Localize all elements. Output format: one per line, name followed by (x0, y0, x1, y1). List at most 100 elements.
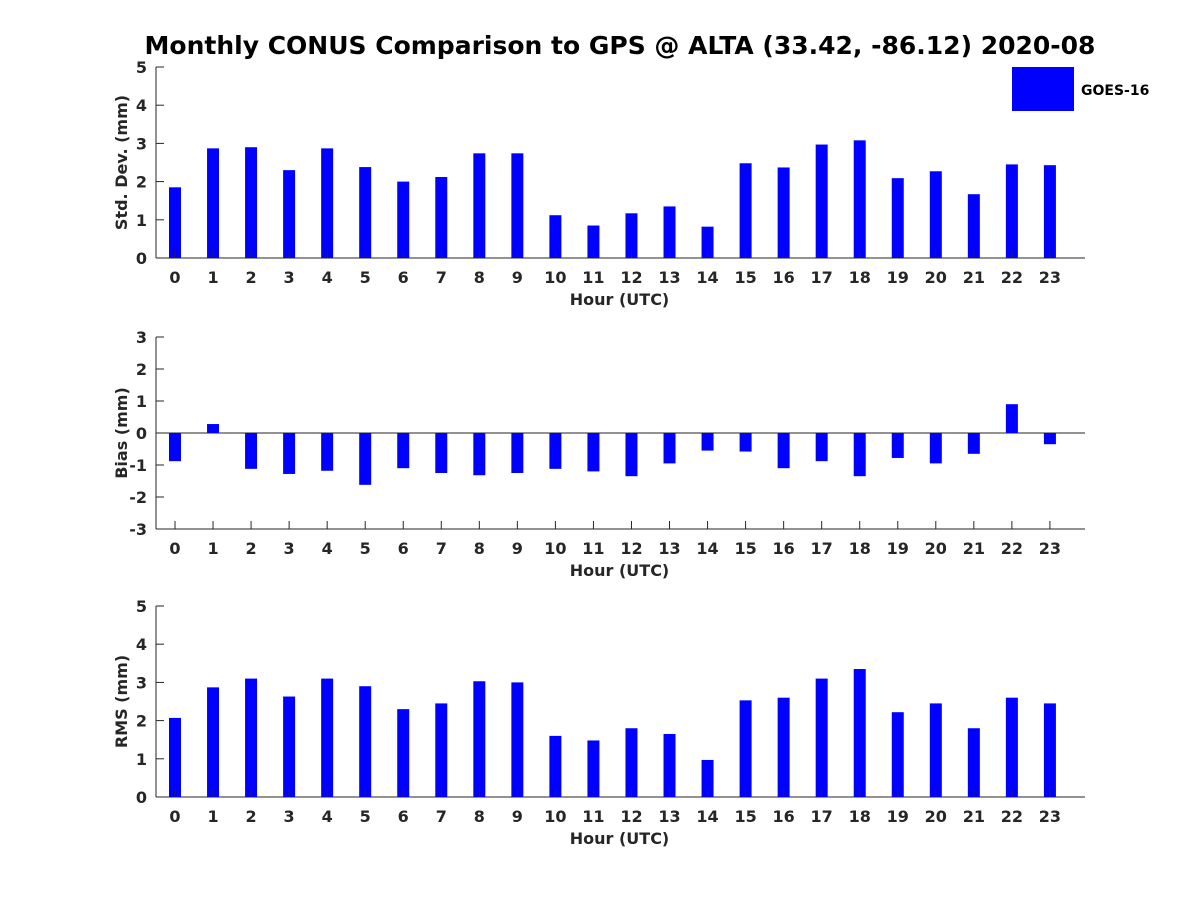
bar-std-dev-2 (245, 147, 258, 258)
bar-std-dev-14 (701, 226, 714, 258)
bar-bias-14 (701, 433, 714, 451)
y-axis-label: Std. Dev. (mm) (112, 95, 131, 230)
bar-std-dev-16 (777, 167, 790, 258)
bar-rms-2 (245, 678, 258, 797)
bar-rms-7 (435, 703, 448, 797)
legend: GOES-16 (1012, 67, 1149, 111)
x-axis-label: Hour (UTC) (570, 561, 670, 580)
x-tick-label: 18 (849, 539, 871, 558)
x-tick-label: 2 (246, 807, 257, 826)
bar-rms-21 (967, 728, 980, 797)
bar-std-dev-11 (587, 225, 600, 258)
y-tick-label: 0 (136, 249, 147, 268)
bar-bias-6 (397, 433, 410, 469)
bar-bias-8 (473, 433, 486, 476)
x-tick-label: 1 (207, 807, 218, 826)
bar-bias-13 (663, 433, 676, 464)
bar-std-dev-3 (283, 170, 296, 258)
y-tick-label: 0 (136, 788, 147, 807)
x-tick-label: 14 (696, 539, 718, 558)
x-tick-label: 8 (474, 807, 485, 826)
x-tick-label: 0 (169, 807, 180, 826)
y-tick-label: 3 (136, 328, 147, 347)
y-tick-label: 1 (136, 750, 147, 769)
bar-bias-5 (359, 433, 372, 485)
x-tick-label: 6 (398, 539, 409, 558)
bar-bias-0 (169, 433, 181, 462)
y-tick-label: 1 (136, 392, 147, 411)
y-tick-label: 2 (136, 360, 147, 379)
y-tick-label: 3 (136, 134, 147, 153)
bar-rms-0 (169, 717, 181, 797)
x-tick-label: 15 (734, 539, 756, 558)
x-axis-label: Hour (UTC) (570, 290, 670, 309)
x-tick-label: 10 (544, 268, 566, 287)
x-tick-label: 5 (360, 807, 371, 826)
x-tick-label: 2 (246, 268, 257, 287)
bar-bias-15 (739, 433, 752, 452)
x-axis-label: Hour (UTC) (570, 829, 670, 848)
bar-rms-19 (891, 712, 904, 797)
bar-rms-5 (359, 686, 372, 797)
bar-rms-23 (1043, 703, 1056, 797)
y-tick-label: 2 (136, 173, 147, 192)
bar-rms-1 (207, 687, 220, 797)
x-tick-label: 1 (207, 268, 218, 287)
x-tick-label: 11 (582, 268, 604, 287)
x-tick-label: 3 (284, 268, 295, 287)
bar-std-dev-9 (511, 153, 524, 258)
x-tick-label: 2 (246, 539, 257, 558)
x-tick-label: 13 (658, 539, 680, 558)
bar-rms-15 (739, 700, 752, 797)
bar-bias-1 (207, 424, 220, 433)
x-tick-label: 13 (658, 268, 680, 287)
x-tick-label: 11 (582, 539, 604, 558)
bar-rms-17 (815, 678, 828, 797)
bar-bias-9 (511, 433, 524, 473)
bar-rms-9 (511, 682, 524, 797)
bar-bias-17 (815, 433, 828, 462)
bar-bias-7 (435, 433, 448, 473)
x-tick-label: 18 (849, 807, 871, 826)
bar-bias-18 (853, 433, 866, 477)
x-tick-label: 21 (963, 807, 985, 826)
bar-std-dev-19 (891, 178, 904, 258)
x-tick-label: 4 (322, 268, 333, 287)
x-tick-label: 22 (1001, 807, 1023, 826)
x-tick-label: 8 (474, 539, 485, 558)
bar-std-dev-8 (473, 153, 486, 258)
bar-std-dev-18 (853, 140, 866, 258)
bar-bias-21 (967, 433, 980, 454)
x-tick-label: 9 (512, 807, 523, 826)
bar-bias-19 (891, 433, 904, 458)
x-tick-label: 12 (620, 807, 642, 826)
x-tick-label: 15 (734, 268, 756, 287)
x-tick-label: 12 (620, 539, 642, 558)
x-tick-label: 7 (436, 268, 447, 287)
x-tick-label: 8 (474, 268, 485, 287)
x-tick-label: 9 (512, 268, 523, 287)
bar-rms-3 (283, 696, 296, 797)
x-tick-label: 4 (322, 539, 333, 558)
x-tick-label: 19 (887, 268, 909, 287)
bar-std-dev-10 (549, 215, 562, 258)
x-tick-label: 12 (620, 268, 642, 287)
legend-swatch (1012, 67, 1074, 111)
x-tick-label: 20 (925, 268, 947, 287)
y-tick-label: 2 (136, 712, 147, 731)
y-axis-label: Bias (mm) (112, 387, 131, 479)
x-tick-label: 0 (169, 539, 180, 558)
x-tick-label: 0 (169, 268, 180, 287)
x-tick-label: 14 (696, 268, 718, 287)
x-tick-label: 23 (1039, 268, 1061, 287)
x-tick-label: 7 (436, 807, 447, 826)
x-tick-label: 5 (360, 268, 371, 287)
bar-bias-11 (587, 433, 600, 472)
bar-rms-18 (853, 669, 866, 797)
bar-std-dev-6 (397, 181, 410, 258)
x-tick-label: 22 (1001, 268, 1023, 287)
bar-bias-2 (245, 433, 258, 469)
x-tick-label: 17 (811, 807, 833, 826)
